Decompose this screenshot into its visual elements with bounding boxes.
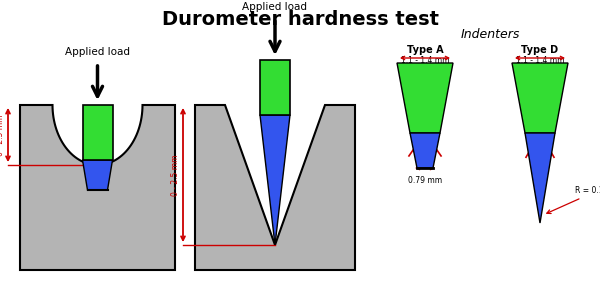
Bar [83, 105, 113, 160]
Text: Applied load: Applied load [65, 47, 130, 57]
Polygon shape [512, 63, 568, 133]
Polygon shape [20, 105, 175, 270]
Polygon shape [260, 115, 290, 245]
Text: Indenters: Indenters [460, 28, 520, 41]
Text: 0 - 2.5 mm: 0 - 2.5 mm [171, 154, 180, 196]
Text: 1.1 - 1.4 mm: 1.1 - 1.4 mm [401, 56, 449, 65]
Text: 0.79 mm: 0.79 mm [408, 176, 442, 185]
Text: Applied load: Applied load [242, 2, 308, 12]
Polygon shape [525, 133, 555, 223]
Text: 35°: 35° [413, 91, 437, 105]
Polygon shape [397, 63, 453, 133]
Text: 0 - 2.5 mm: 0 - 2.5 mm [0, 114, 5, 156]
Text: 1.1 - 1.4 mm: 1.1 - 1.4 mm [516, 56, 564, 65]
Text: Durometer hardness test: Durometer hardness test [161, 10, 439, 29]
Polygon shape [83, 160, 113, 190]
Text: Type A: Type A [407, 45, 443, 55]
Polygon shape [410, 133, 440, 168]
Text: 30°: 30° [528, 91, 552, 105]
Polygon shape [195, 105, 355, 270]
Text: Type D: Type D [521, 45, 559, 55]
Bar [260, 60, 290, 115]
Text: R = 0.1 mm: R = 0.1 mm [547, 186, 600, 214]
